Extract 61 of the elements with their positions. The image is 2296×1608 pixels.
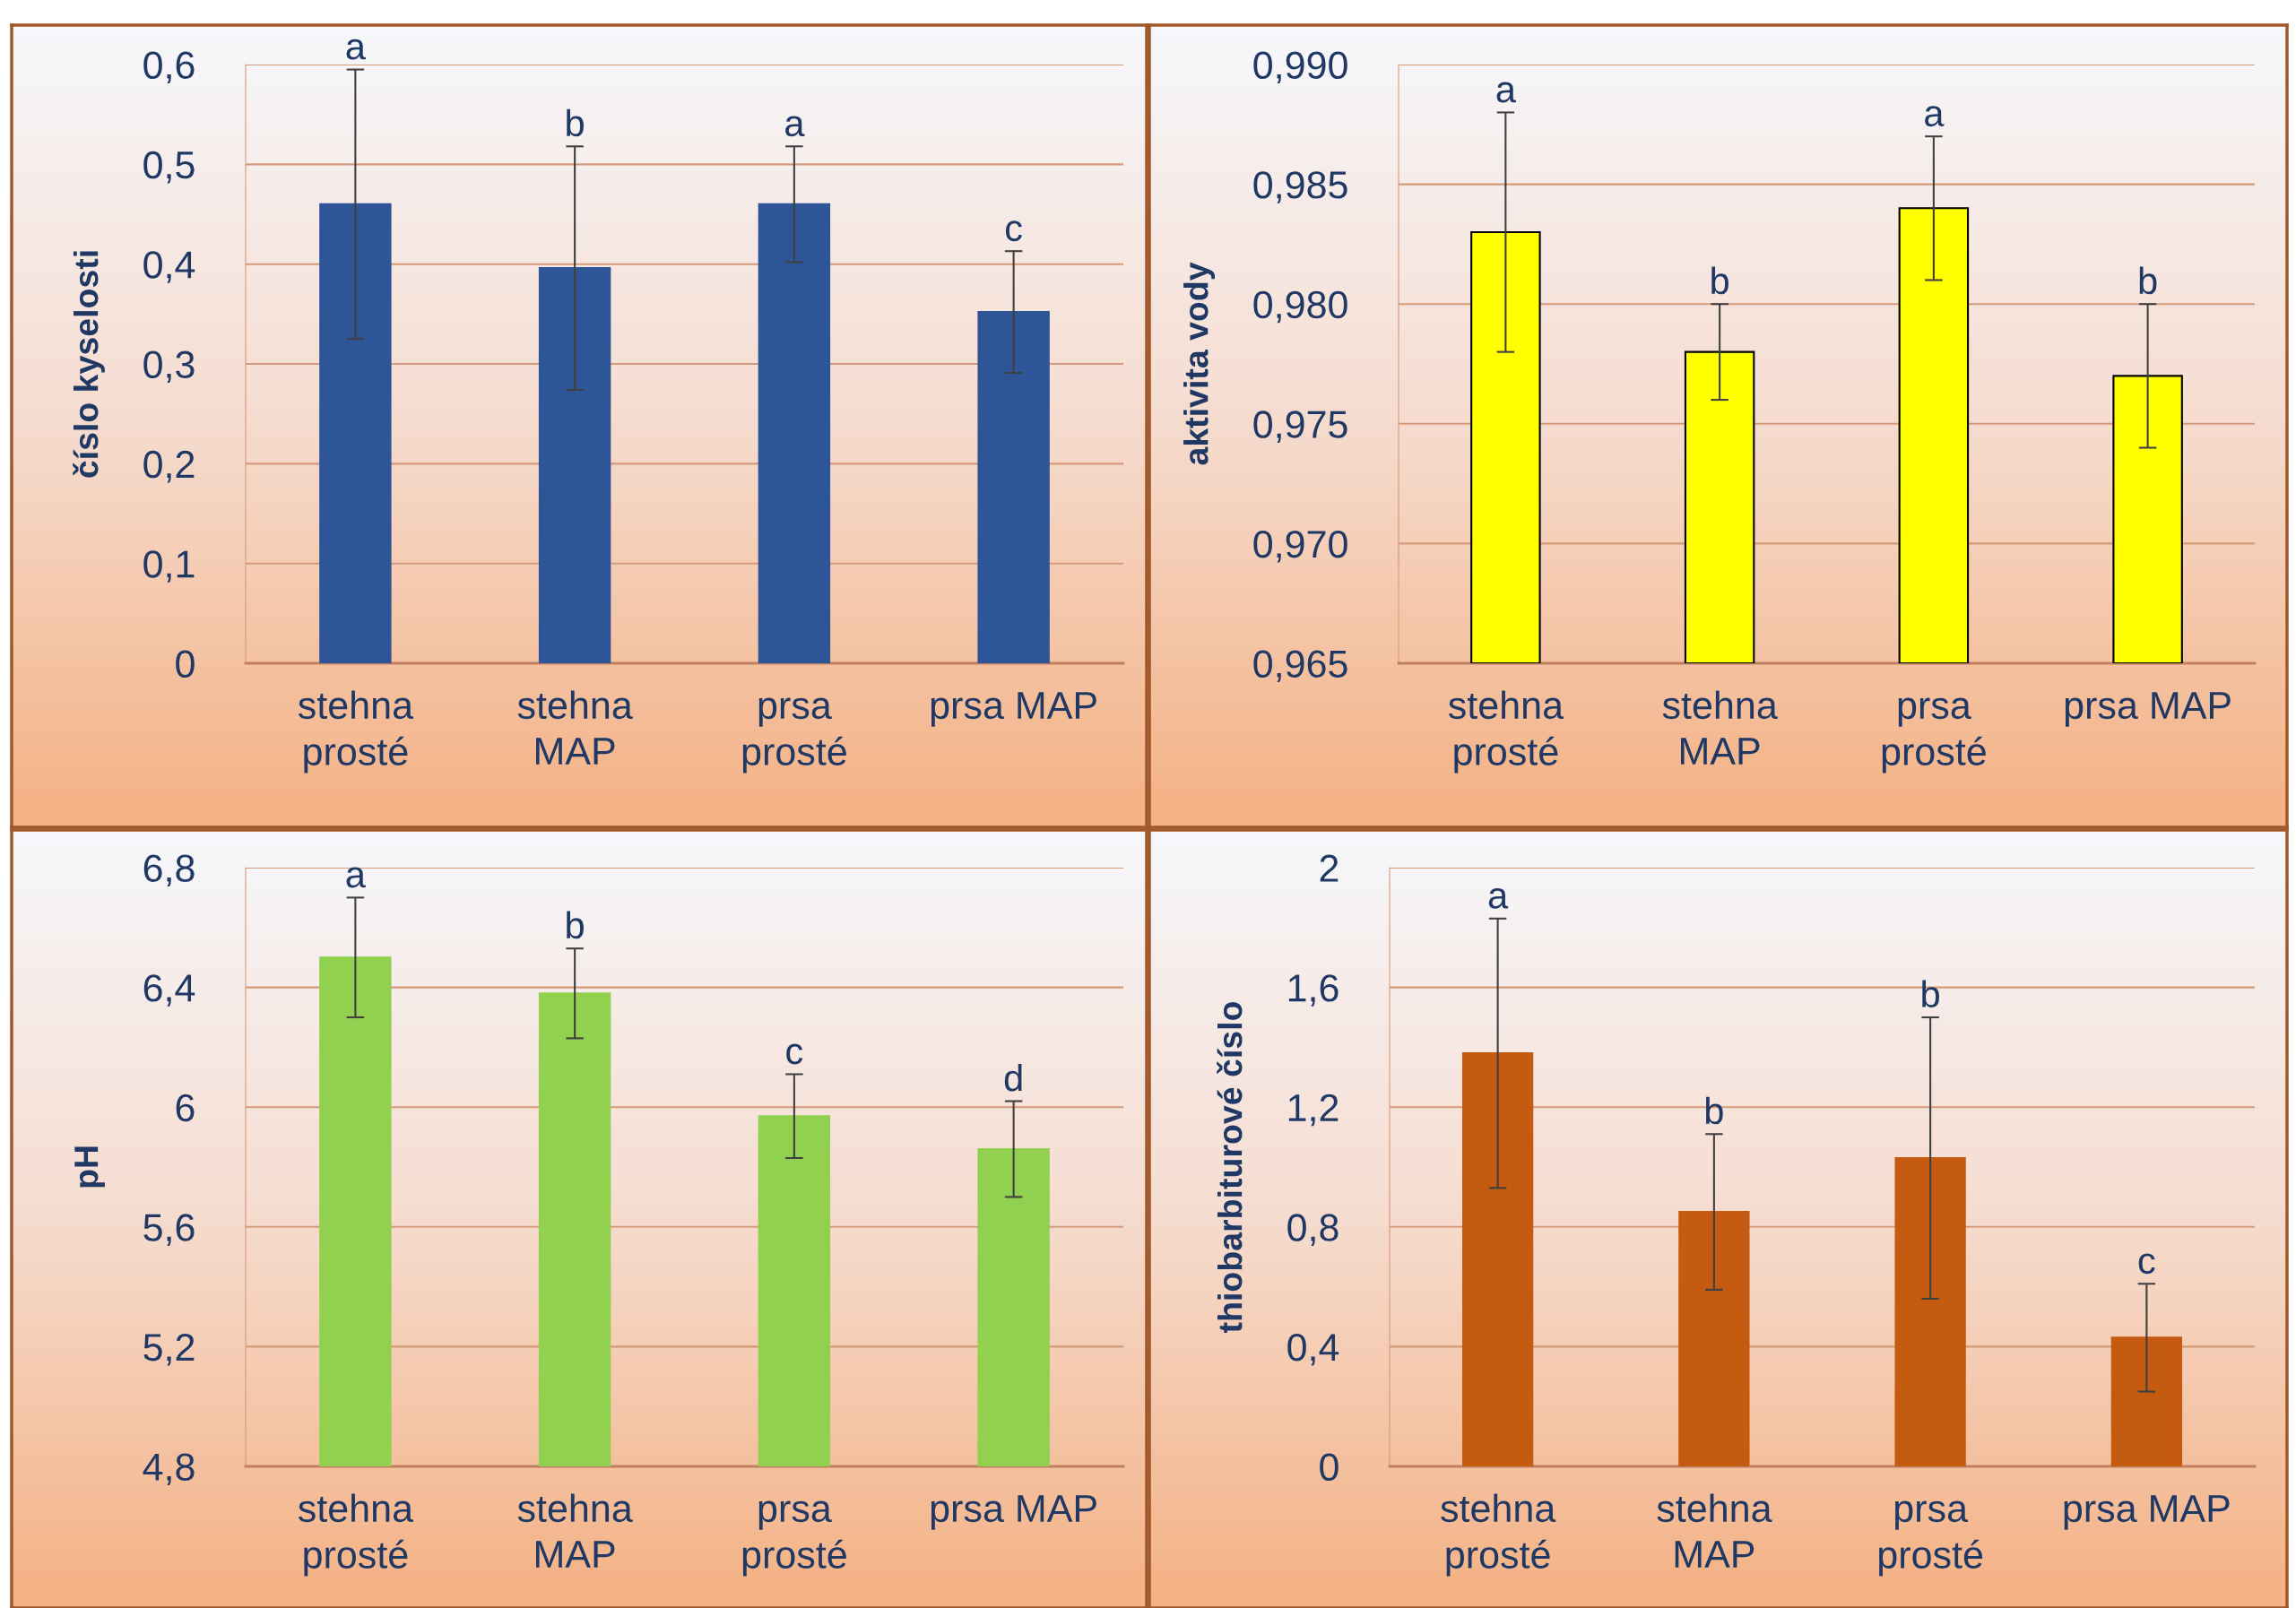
- y-tick-label: 0,1: [143, 550, 195, 583]
- x-tick-label: stehna prosté: [1448, 690, 1564, 774]
- y-axis-title: pH: [74, 1146, 105, 1188]
- annotation: b: [567, 108, 584, 137]
- x-tick-label: prsa prosté: [742, 1500, 846, 1577]
- x-tick-label: prsa MAP: [2065, 692, 2231, 727]
- x-tick-label: stehna MAP: [1657, 1493, 1772, 1568]
- x-tick-label: prsa MAP: [2064, 1495, 2230, 1530]
- y-tick-label: 0,2: [143, 450, 195, 483]
- annotation: a: [785, 116, 805, 137]
- annotation: c: [1005, 220, 1022, 242]
- y-tick-label: 0,4: [143, 251, 195, 283]
- y-tick-label: 2: [1320, 854, 1339, 882]
- annotation: a: [1488, 887, 1509, 909]
- y-tick-label: 0,985: [1253, 171, 1347, 203]
- y-tick-label: 5,6: [143, 1214, 195, 1246]
- annotation: a: [346, 867, 366, 888]
- y-tick-label: 0: [1320, 1453, 1339, 1482]
- x-tick-label: stehna MAP: [517, 1493, 633, 1568]
- annotation: b: [1711, 266, 1728, 295]
- x-tick-label: stehna prosté: [298, 1493, 414, 1577]
- x-tick-label: prsa prosté: [742, 697, 846, 774]
- y-tick-label: 0,970: [1253, 530, 1347, 563]
- annotation: c: [2138, 1253, 2155, 1275]
- annotation: c: [786, 1043, 803, 1065]
- y-tick-label: 0,980: [1253, 290, 1347, 324]
- x-tick-label: prsa prosté: [1882, 697, 1986, 774]
- annotation: d: [1004, 1063, 1022, 1092]
- x-tick-label: stehna prosté: [1441, 1493, 1556, 1577]
- x-tick-label: prsa prosté: [1879, 1500, 1983, 1577]
- annotation: b: [567, 911, 584, 939]
- y-axis-title: číslo kyselosti: [73, 251, 105, 478]
- y-tick-label: 0,5: [143, 151, 195, 184]
- y-tick-label: 6,4: [143, 974, 195, 1007]
- x-tick-label: prsa MAP: [931, 692, 1096, 727]
- y-tick-label: 6,8: [143, 854, 195, 887]
- y-tick-label: 0,965: [1253, 650, 1347, 683]
- y-axis-title: aktivita vody: [1183, 262, 1216, 465]
- y-tick-label: 0: [176, 650, 195, 679]
- y-tick-label: 6: [176, 1094, 195, 1122]
- x-tick-label: prsa MAP: [931, 1495, 1096, 1530]
- y-tick-label: 4,8: [143, 1453, 195, 1486]
- annotation: a: [1496, 82, 1516, 103]
- y-axis-title: thiobarbiturové číslo: [1217, 1002, 1243, 1333]
- y-tick-label: 0,4: [1287, 1333, 1339, 1366]
- x-tick-label: stehna prosté: [298, 690, 414, 774]
- annotation: b: [2139, 266, 2157, 295]
- x-tick-label: stehna MAP: [517, 690, 633, 765]
- annotation: b: [1705, 1096, 1723, 1125]
- y-tick-label: 5,2: [143, 1333, 195, 1366]
- annotation: b: [1922, 980, 1939, 1007]
- y-tick-label: 0,6: [143, 51, 195, 84]
- annotation: a: [346, 39, 366, 60]
- x-tick-label: stehna MAP: [1662, 690, 1778, 765]
- y-tick-label: 1,6: [1288, 974, 1339, 1007]
- y-tick-label: 0,3: [143, 350, 195, 384]
- y-tick-label: 0,990: [1253, 51, 1347, 84]
- y-tick-label: 0,975: [1253, 411, 1347, 443]
- y-tick-label: 0,8: [1287, 1214, 1339, 1246]
- annotation: a: [1925, 106, 1945, 127]
- y-tick-label: 1,2: [1288, 1094, 1339, 1127]
